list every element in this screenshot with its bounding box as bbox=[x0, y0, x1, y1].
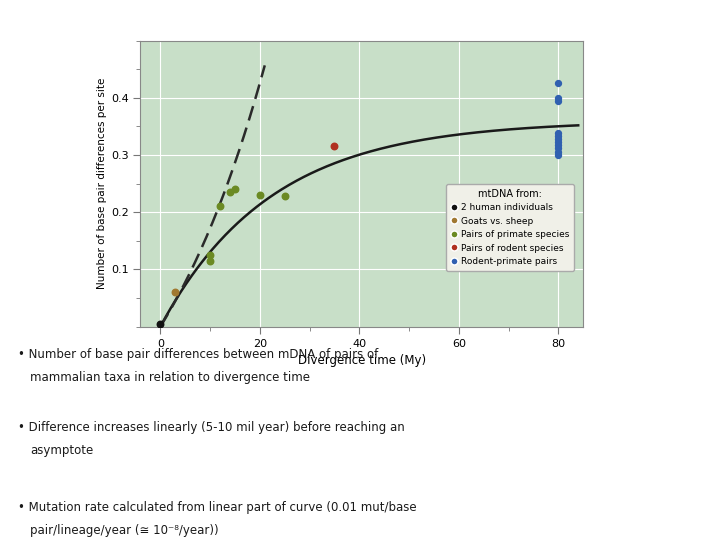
Point bbox=[155, 320, 166, 328]
Text: • Mutation rate calculated from linear part of curve (0.01 mut/base: • Mutation rate calculated from linear p… bbox=[18, 501, 417, 514]
Text: pair/lineage/year (≅ 10⁻⁸/year)): pair/lineage/year (≅ 10⁻⁸/year)) bbox=[30, 524, 219, 537]
Point bbox=[204, 251, 216, 259]
Point bbox=[224, 188, 235, 197]
Point bbox=[552, 148, 564, 157]
Point bbox=[552, 134, 564, 143]
Point bbox=[229, 185, 240, 194]
Point bbox=[215, 202, 226, 211]
Point bbox=[552, 151, 564, 159]
Text: 10. 10  Number of base pair differences per site between mDNA of pairs of mammal: 10. 10 Number of base pair differences p… bbox=[6, 8, 553, 21]
Point bbox=[254, 191, 266, 199]
Point bbox=[552, 132, 564, 140]
Point bbox=[552, 93, 564, 102]
Point bbox=[552, 140, 564, 149]
Point bbox=[279, 192, 290, 200]
X-axis label: Divergence time (My): Divergence time (My) bbox=[298, 354, 426, 367]
Point bbox=[169, 288, 181, 296]
Point bbox=[552, 96, 564, 105]
Text: • Difference increases linearly (5-10 mil year) before reaching an: • Difference increases linearly (5-10 mi… bbox=[18, 421, 405, 434]
Point bbox=[204, 256, 216, 265]
Text: mammalian taxa in relation to divergence time: mammalian taxa in relation to divergence… bbox=[30, 371, 310, 384]
Y-axis label: Number of base pair differences per site: Number of base pair differences per site bbox=[96, 78, 107, 289]
Text: asymptote: asymptote bbox=[30, 444, 94, 457]
Point bbox=[552, 79, 564, 87]
Point bbox=[328, 142, 340, 151]
Point bbox=[552, 138, 564, 146]
Point bbox=[552, 129, 564, 138]
Legend: 2 human individuals, Goats vs. sheep, Pairs of primate species, Pairs of rodent : 2 human individuals, Goats vs. sheep, Pa… bbox=[446, 184, 575, 271]
Text: • Number of base pair differences between mDNA of pairs of: • Number of base pair differences betwee… bbox=[18, 348, 378, 361]
Point bbox=[552, 144, 564, 152]
